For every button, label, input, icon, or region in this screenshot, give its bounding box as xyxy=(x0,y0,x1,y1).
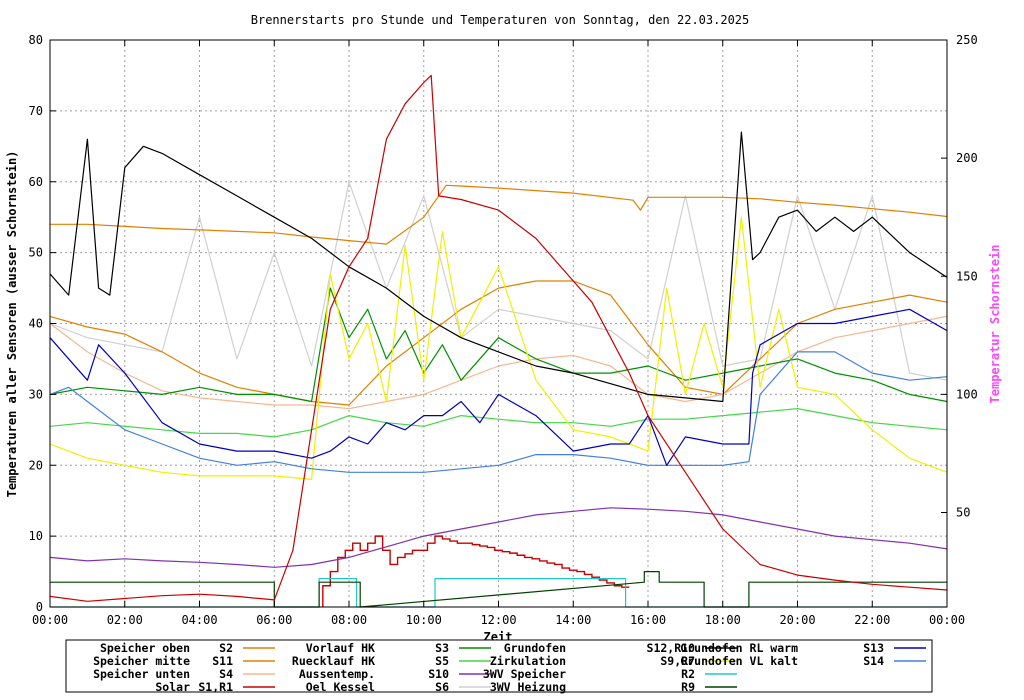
y-tick-label: 40 xyxy=(29,317,43,331)
series-oel-kessel xyxy=(49,181,948,381)
legend-label: Zirkulation xyxy=(490,654,566,668)
y2-tick-label: 250 xyxy=(956,33,978,47)
y-tick-label: 0 xyxy=(36,600,43,614)
legend-code: S5 xyxy=(435,654,449,668)
x-tick-label: 20:00 xyxy=(779,613,815,627)
x-tick-label: 18:00 xyxy=(705,613,741,627)
series-grundofen-vl-kalt xyxy=(49,351,948,473)
legend-code: S14 xyxy=(863,654,884,668)
y2-tick-label: 200 xyxy=(956,151,978,165)
y-tick-label: 10 xyxy=(29,529,43,543)
y2-tick-label: 150 xyxy=(956,269,978,283)
series-ruecklauf-hk xyxy=(49,408,948,438)
legend-code: S10 xyxy=(428,667,449,681)
x-axis-ticks: 00:00 02:00 04:00 06:00 08:00 10:00 12:00 14:00… xyxy=(32,40,965,627)
legend-code: S6 xyxy=(435,680,449,694)
y-axis-ticks: 0 10 20 30 40 50 60 70 80 xyxy=(29,33,56,614)
legend-label: Vorlauf HK xyxy=(306,641,375,655)
legend-label: Aussentemp. xyxy=(299,667,375,681)
x-tick-label: 10:00 xyxy=(406,613,442,627)
legend: Speicher oben S2 Speicher mitte S11 Speicher… xyxy=(93,641,926,694)
legend-label: 3WV Heizung xyxy=(490,680,566,694)
legend-code: R2 xyxy=(681,667,695,681)
x-tick-label: 04:00 xyxy=(181,613,217,627)
legend-code: S3 xyxy=(435,641,449,655)
x-tick-label: 00:00 xyxy=(929,613,965,627)
legend-label: Ruecklauf HK xyxy=(292,654,375,668)
x-tick-label: 14:00 xyxy=(555,613,591,627)
series-grundofen xyxy=(49,131,948,403)
legend-label: Grundofen xyxy=(504,641,566,655)
x-tick-label: 02:00 xyxy=(107,613,143,627)
legend-label: Speicher unten xyxy=(93,667,190,681)
y2-tick-label: 50 xyxy=(956,506,970,520)
legend-box xyxy=(65,639,933,693)
y-tick-label: 70 xyxy=(29,104,43,118)
legend-code: S9,R7 xyxy=(660,654,695,668)
legend-label: Grundofen RL warm xyxy=(680,641,798,655)
y2-axis-ticks: 50 100 150 200 250 xyxy=(941,33,978,520)
legend-code: S4 xyxy=(219,667,233,681)
y-axis-title: Temperaturen aller Sensoren (ausser Scho… xyxy=(5,151,19,498)
series-speicher-oben xyxy=(50,184,948,245)
y2-tick-label: 100 xyxy=(956,387,978,401)
legend-code: S13 xyxy=(863,641,884,655)
chart-title: Brennerstarts pro Stunde und Temperature… xyxy=(251,13,750,27)
x-tick-label: 12:00 xyxy=(480,613,516,627)
y-tick-label: 60 xyxy=(29,175,43,189)
legend-label: Grundofen VL kalt xyxy=(680,654,798,668)
series-grundofen-rl-warm xyxy=(49,308,948,466)
series-zirkulation xyxy=(49,216,948,480)
series-solar xyxy=(49,74,948,602)
y-tick-label: 20 xyxy=(29,458,43,472)
burner-starts-area xyxy=(322,535,630,607)
legend-label: Speicher oben xyxy=(100,641,190,655)
y-tick-label: 80 xyxy=(29,33,43,47)
legend-label: Oel Kessel xyxy=(306,680,375,694)
legend-label: Solar xyxy=(155,680,190,694)
series-vorlauf-hk xyxy=(49,287,948,403)
x-tick-label: 08:00 xyxy=(331,613,367,627)
x-tick-label: 06:00 xyxy=(256,613,292,627)
legend-code: S12,R10 xyxy=(647,641,696,655)
legend-code: S1,R1 xyxy=(198,680,233,694)
y-tick-label: 50 xyxy=(29,246,43,260)
y2-axis-title: Temperatur Schornstein xyxy=(988,245,1002,404)
x-tick-label: 22:00 xyxy=(854,613,890,627)
x-tick-label: 16:00 xyxy=(630,613,666,627)
legend-label: 3WV Speicher xyxy=(483,667,566,681)
x-tick-label: 00:00 xyxy=(32,613,68,627)
legend-code: S11 xyxy=(212,654,233,668)
legend-code: S2 xyxy=(219,641,233,655)
burner-starts-steps xyxy=(322,535,630,607)
y-tick-label: 30 xyxy=(29,387,43,401)
legend-code: R9 xyxy=(681,680,695,694)
series-aussentemp xyxy=(49,507,948,568)
legend-label: Speicher mitte xyxy=(93,654,190,668)
